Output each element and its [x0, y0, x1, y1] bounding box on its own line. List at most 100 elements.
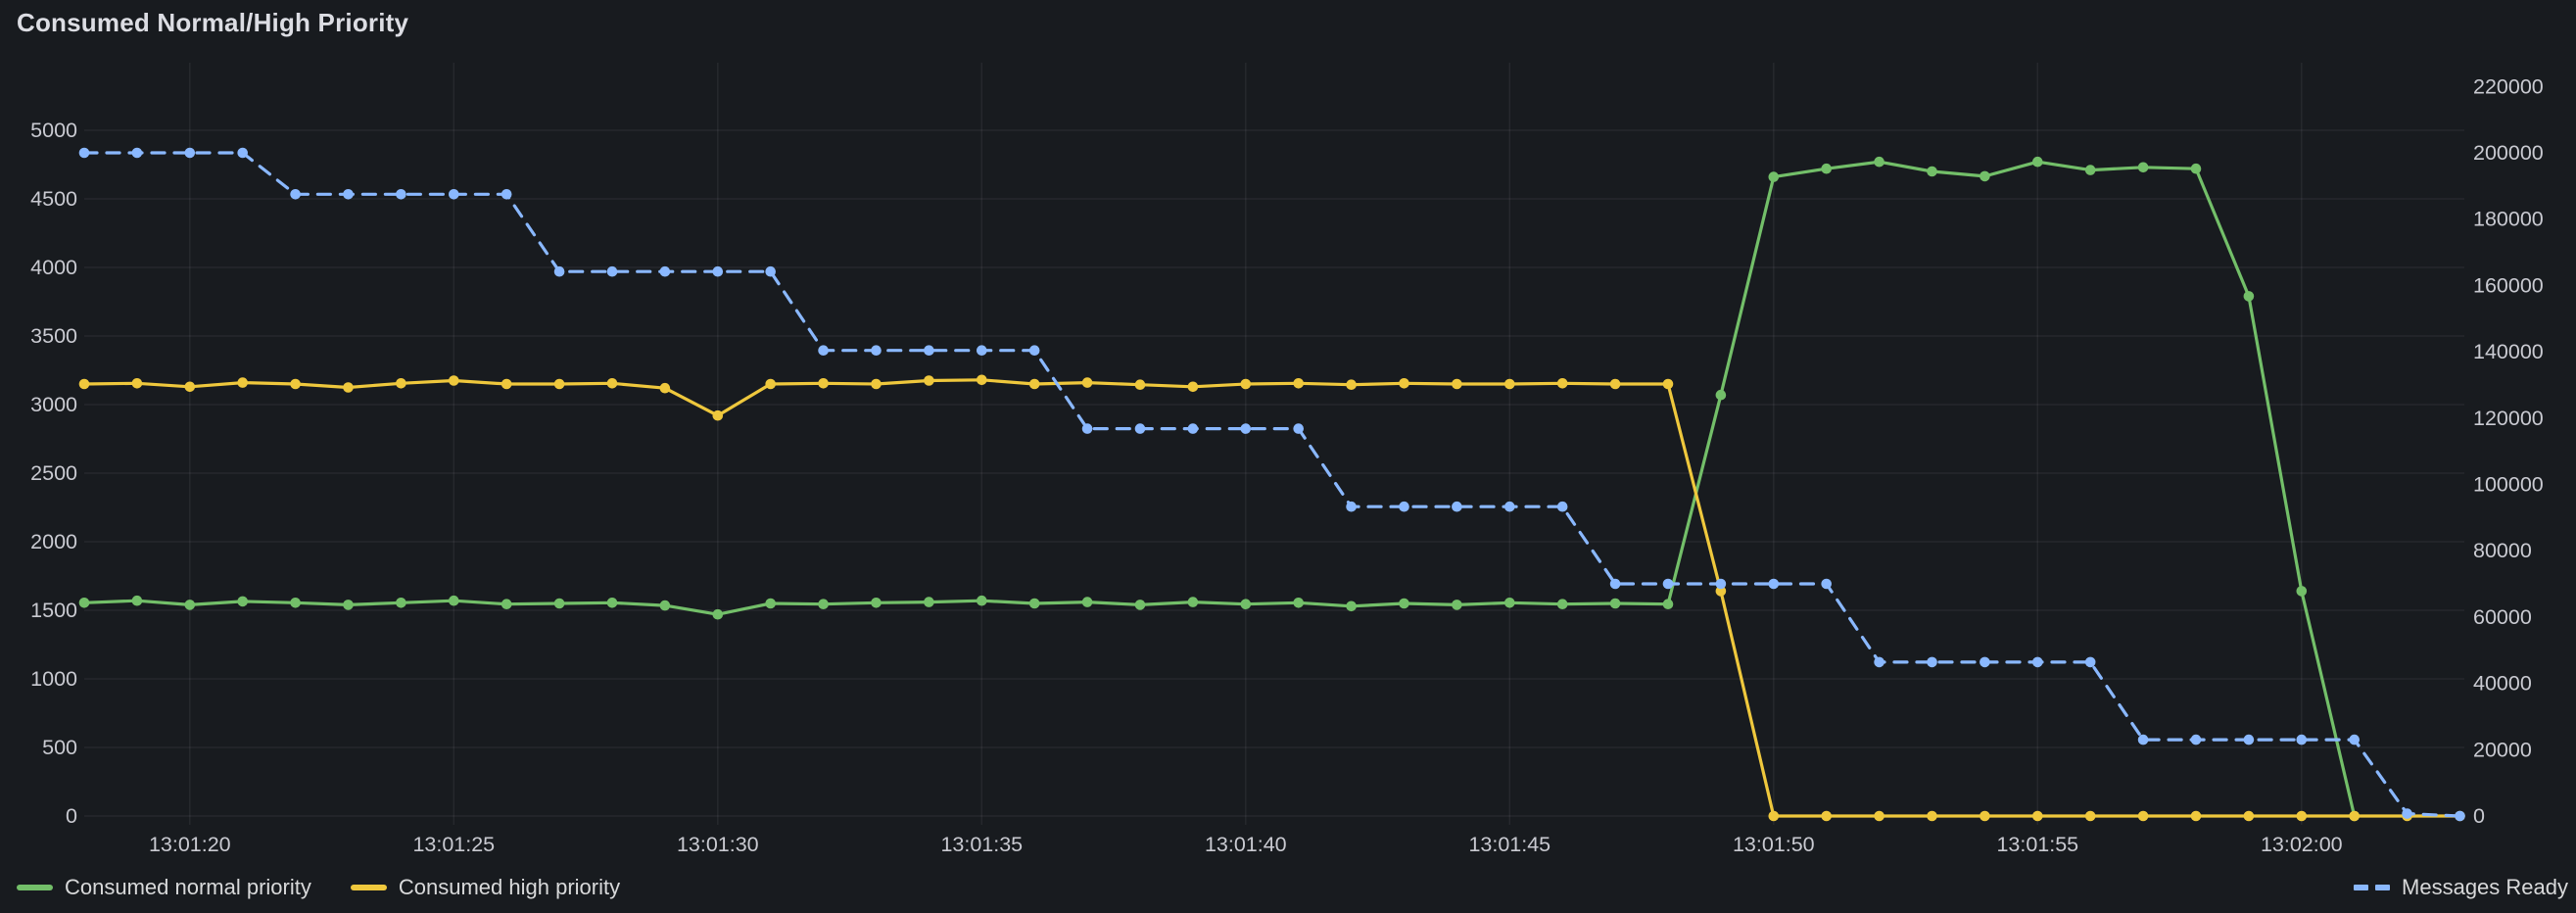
series-point — [924, 597, 934, 607]
series-point — [78, 378, 90, 390]
series-point — [290, 189, 301, 200]
series-point — [2349, 734, 2360, 745]
x-axis-tick-label: 13:01:50 — [1733, 833, 1815, 856]
y-axis-right-tick-label: 200000 — [2473, 141, 2544, 165]
legend-label: Messages Ready — [2402, 875, 2568, 899]
series-point — [501, 378, 512, 390]
series-point — [184, 147, 196, 159]
series-point — [2084, 810, 2096, 822]
series-point — [1028, 378, 1040, 390]
series-point — [396, 598, 406, 608]
y-axis-left-tick-label: 1000 — [30, 667, 77, 691]
y-axis-right-tick-label: 140000 — [2473, 340, 2544, 363]
series-point — [1081, 377, 1093, 388]
y-axis-left-tick-label: 5000 — [30, 119, 77, 142]
series-point — [1240, 423, 1252, 434]
series-point — [1240, 378, 1252, 390]
series-point — [712, 265, 724, 277]
series-point — [712, 409, 724, 421]
series-point — [2455, 810, 2465, 822]
series-point — [1662, 578, 1674, 590]
x-axis-tick-label: 13:01:45 — [1468, 833, 1550, 856]
series-point — [1874, 156, 1884, 168]
series-point — [501, 189, 512, 200]
series-point — [2296, 810, 2308, 822]
series-point — [1715, 389, 1727, 401]
series-line-consumed-normal-priority — [82, 160, 2357, 818]
series-point — [1081, 423, 1093, 434]
y-axis-right-tick-label: 60000 — [2473, 605, 2532, 629]
series-point — [1504, 501, 1515, 512]
series-point — [871, 345, 882, 357]
series-point — [184, 600, 196, 610]
series-point — [1399, 598, 1409, 609]
series-point — [1874, 810, 1884, 822]
series-point — [659, 382, 671, 394]
series-point — [290, 378, 301, 390]
series-point — [2137, 734, 2149, 745]
y-axis-right-tick-label: 20000 — [2473, 738, 2532, 761]
series-point — [1980, 656, 1990, 668]
series-point — [765, 265, 776, 277]
series-point — [2349, 810, 2360, 822]
series-point — [1821, 578, 1832, 590]
series-point — [1346, 601, 1357, 612]
series-line-consumed-high-priority — [82, 378, 2462, 818]
series-point — [2032, 810, 2043, 822]
series-point — [78, 147, 90, 159]
x-axis-tick-label: 13:01:40 — [1205, 833, 1287, 856]
series-point — [2243, 734, 2255, 745]
series-point — [606, 598, 618, 608]
series-point — [237, 596, 248, 607]
series-point — [1662, 599, 1674, 609]
series-point — [553, 378, 565, 390]
legend-marker-yellow-line — [350, 885, 387, 890]
series-point — [818, 378, 829, 389]
series-point — [184, 381, 196, 393]
series-point — [1504, 598, 1515, 608]
y-axis-right-tick-label: 0 — [2473, 804, 2485, 828]
series-point — [1081, 597, 1093, 607]
series-point — [1980, 810, 1990, 822]
y-axis-right-tick-label: 80000 — [2473, 539, 2532, 562]
series-point — [1028, 598, 1040, 609]
series-point — [396, 378, 406, 389]
series-point — [818, 345, 829, 357]
x-axis-tick-label: 13:01:35 — [940, 833, 1023, 856]
x-axis-tick-label: 13:02:00 — [2261, 833, 2343, 856]
series-point — [449, 595, 459, 606]
legend-item-consumed-high[interactable]: Consumed high priority — [350, 875, 621, 900]
series-point — [131, 147, 143, 159]
y-axis-right-tick-label: 160000 — [2473, 273, 2544, 297]
legend-label: Consumed high priority — [398, 875, 621, 899]
legend-item-messages-ready[interactable]: Messages Ready — [2354, 875, 2568, 900]
series-point — [2243, 291, 2255, 302]
series-point — [2084, 656, 2096, 668]
series-point — [2190, 734, 2202, 745]
y-axis-left-tick-label: 3000 — [30, 393, 77, 416]
series-point — [712, 608, 724, 620]
series-point — [1768, 171, 1780, 182]
y-axis-right-tick-label: 180000 — [2473, 208, 2544, 231]
series-point — [1399, 501, 1409, 512]
series-point — [1028, 345, 1040, 357]
legend-right-group: Messages Ready — [2354, 875, 2568, 900]
series-point — [2402, 808, 2412, 819]
y-axis-right-tick-label: 40000 — [2473, 672, 2532, 696]
y-axis-left-tick-label: 1500 — [30, 599, 77, 622]
x-axis-tick-label: 13:01:30 — [677, 833, 759, 856]
y-axis-left-tick-label: 500 — [42, 736, 77, 759]
legend-item-consumed-normal[interactable]: Consumed normal priority — [17, 875, 311, 900]
series-point — [1293, 378, 1304, 389]
x-axis-tick-label: 13:01:20 — [149, 833, 231, 856]
series-point — [449, 375, 459, 386]
series-point — [449, 189, 459, 200]
series-point — [2032, 656, 2043, 668]
series-point — [1399, 378, 1409, 389]
series-point — [396, 189, 406, 200]
series-point — [2296, 586, 2308, 597]
series-point — [2296, 734, 2308, 745]
y-axis-right-tick-label: 120000 — [2473, 407, 2544, 430]
legend-label: Consumed normal priority — [65, 875, 311, 899]
